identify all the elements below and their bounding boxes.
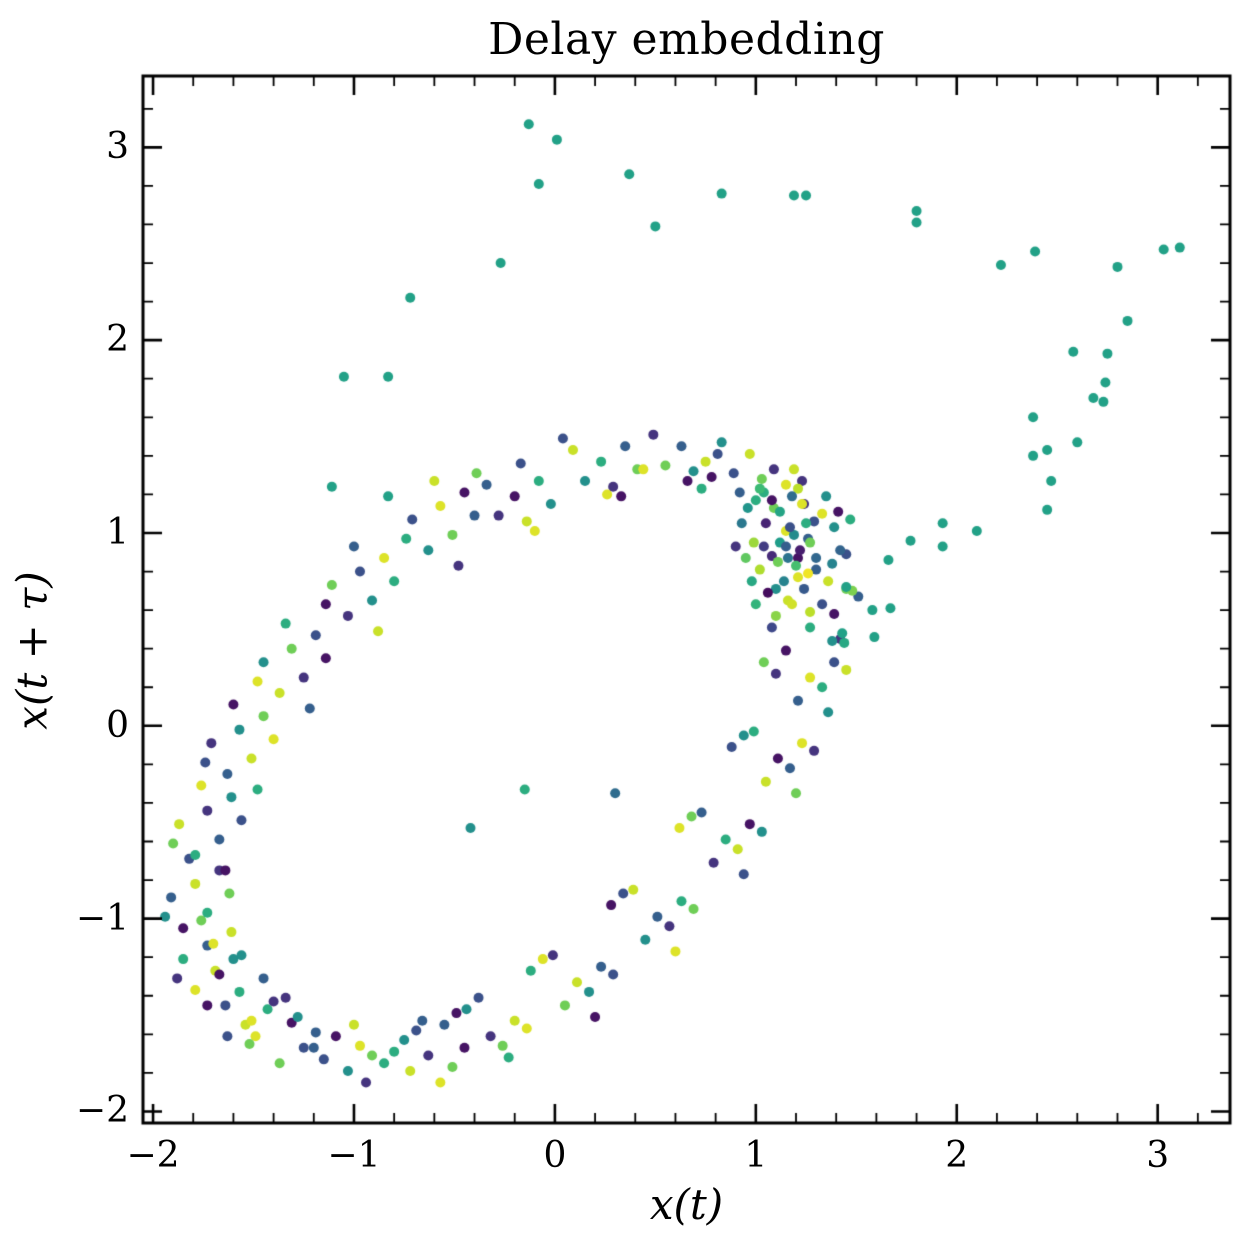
y-tick-label: 1 bbox=[106, 511, 129, 553]
x-tick-label: 3 bbox=[1146, 1135, 1170, 1176]
y-tick-label: 0 bbox=[106, 704, 129, 746]
x-tick-label: 1 bbox=[744, 1135, 768, 1176]
x-tick-label: −1 bbox=[327, 1135, 381, 1176]
chart-title: Delay embedding bbox=[488, 14, 885, 65]
y-tick-label: −2 bbox=[75, 1090, 129, 1132]
x-axis-label: x(t) bbox=[649, 1180, 724, 1229]
y-axis-label: x(t + τ) bbox=[7, 571, 57, 730]
y-tick-label: 2 bbox=[106, 319, 129, 361]
x-tick-label: −2 bbox=[126, 1135, 180, 1176]
y-tick-label: −1 bbox=[75, 897, 129, 939]
x-tick-label: 2 bbox=[945, 1135, 969, 1176]
x-tick-label: 0 bbox=[543, 1135, 567, 1176]
y-tick-label: 3 bbox=[106, 126, 129, 168]
